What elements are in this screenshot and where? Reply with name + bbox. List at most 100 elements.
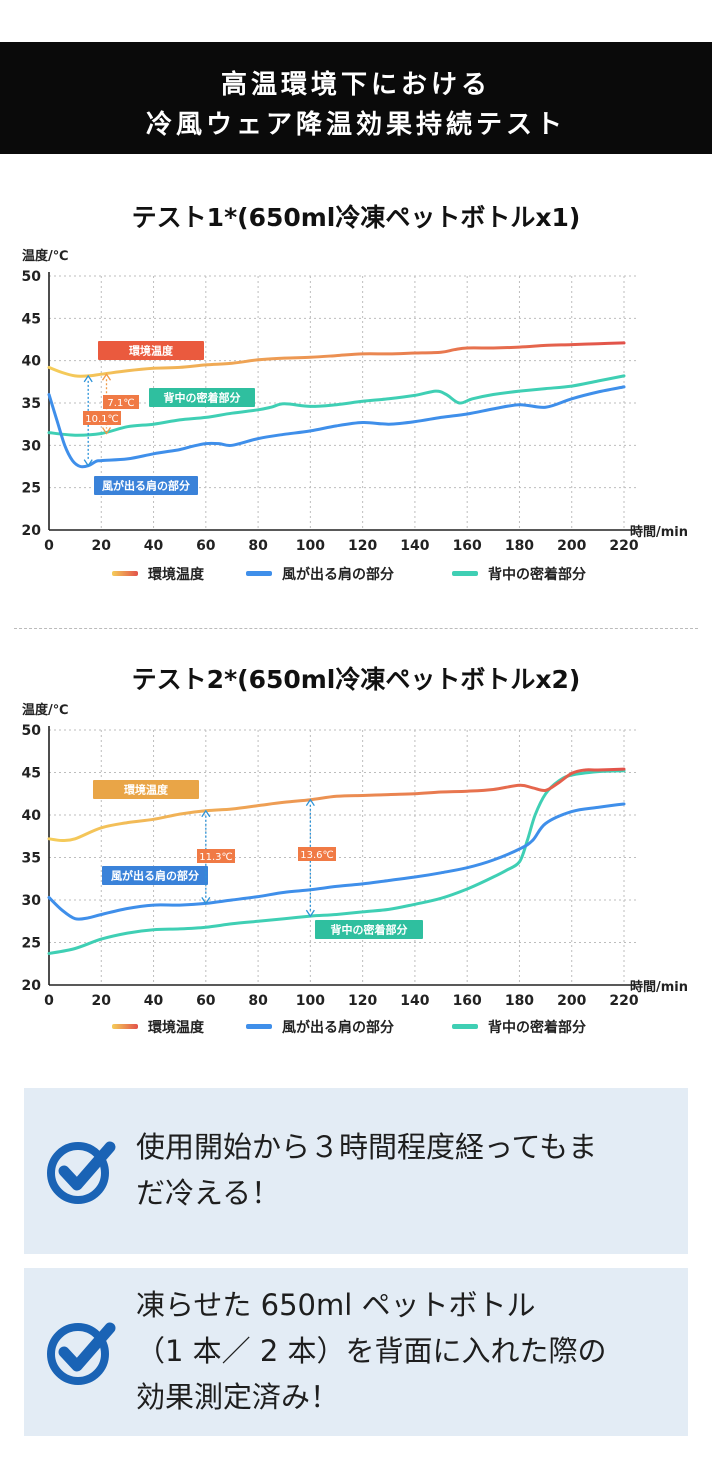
note-text-2: 凍らせた 650ml ペットボトル （1 本／ 2 本）を背面に入れた際の 効果… <box>136 1282 668 1420</box>
chart1-delta1-label-bg <box>103 395 139 409</box>
note-text-1-line1: 使用開始から３時間程度経ってもま <box>136 1130 598 1164</box>
chart2-y-axis-label: 温度/℃ <box>22 702 69 718</box>
note-text-2-line1: 凍らせた 650ml ペットボトル <box>136 1288 536 1322</box>
chart1-delta2-label: 10.1℃ <box>85 414 119 425</box>
chart1-delta1-arrow-head-down <box>101 427 112 435</box>
chart2-y-tick-label: 25 <box>22 936 41 952</box>
chart2-x-tick-label: 220 <box>609 993 638 1009</box>
header-banner: 高温環境下における 冷風ウェア降温効果持続テスト <box>0 42 712 154</box>
chart1-ambient-tag-bg <box>98 341 204 360</box>
chart2-x-tick-label: 0 <box>44 993 54 1009</box>
section-divider <box>14 628 698 629</box>
check-circle-icon <box>47 1322 116 1385</box>
chart2-y-tick-label: 50 <box>22 723 42 739</box>
chart2-delta2-label: 13.6℃ <box>300 850 334 861</box>
chart2-x-tick-label: 180 <box>505 993 534 1009</box>
chart1-title: テスト1*(650ml冷凍ペットボトルx1) <box>131 203 581 232</box>
chart1-y-tick-label: 50 <box>22 269 42 285</box>
note-text-2-line2: （1 本／ 2 本）を背面に入れた際の <box>136 1334 607 1368</box>
chart2-x-tick-label: 140 <box>400 993 429 1009</box>
note-text-2-line3: 効果測定済み！ <box>136 1380 340 1414</box>
header-title-line1: 高温環境下における <box>220 70 491 100</box>
chart2-x-tick-label: 20 <box>92 993 112 1009</box>
chart1-x-tick-label: 80 <box>248 538 268 554</box>
chart1-x-tick-label: 40 <box>144 538 164 554</box>
chart1-y-tick-label: 20 <box>22 523 42 539</box>
chart2-delta1-label: 11.3℃ <box>199 852 233 863</box>
chart1-legend-label-2: 背中の密着部分 <box>488 566 586 583</box>
chart1-legend-label-0: 環境温度 <box>148 566 205 583</box>
chart1-delta2-arrow-head-down <box>83 459 93 467</box>
chart1-legend-swatch-0 <box>112 571 138 576</box>
chart2-legend-label-1: 風が出る肩の部分 <box>282 1019 394 1036</box>
chart2-back-tag: 背中の密着部分 <box>331 923 408 937</box>
chart1-x-axis-label: 時間/min <box>630 524 688 540</box>
chart1-y-tick-label: 45 <box>22 311 41 327</box>
chart1-airflow-tag-bg <box>94 476 198 495</box>
chart2-airflow-tag: 風が出る肩の部分 <box>111 869 199 883</box>
chart1-x-tick-label: 180 <box>505 538 534 554</box>
chart2-series-0-line <box>47 767 626 843</box>
chart1-y-axis-label: 温度/℃ <box>22 248 69 264</box>
chart2-series-2-line <box>47 769 626 955</box>
chart1-y-tick-label: 25 <box>22 481 41 497</box>
chart2-delta1-arrow-head-up <box>201 809 211 818</box>
chart1-legend-swatch-2 <box>452 571 478 576</box>
chart2-y-tick-label: 45 <box>22 766 41 782</box>
chart2-x-tick-label: 100 <box>296 993 325 1009</box>
chart2-delta1-arrow-head-down <box>201 897 211 905</box>
chart2-x-tick-label: 160 <box>453 993 482 1009</box>
chart2-x-tick-label: 120 <box>348 993 377 1009</box>
chart1-x-tick-label: 140 <box>400 538 429 554</box>
chart1-airflow-tag: 風が出る肩の部分 <box>102 479 190 493</box>
chart2-legend-swatch-1 <box>246 1024 272 1029</box>
chart2-y-tick-label: 35 <box>22 851 41 867</box>
chart1-x-tick-label: 160 <box>453 538 482 554</box>
chart2-ambient-tag-bg <box>93 780 199 799</box>
chart2-x-axis-label: 時間/min <box>630 979 688 995</box>
chart1-y-tick-label: 40 <box>22 354 42 370</box>
chart1-x-tick-label: 20 <box>92 538 112 554</box>
note-box-2: 凍らせた 650ml ペットボトル （1 本／ 2 本）を背面に入れた際の 効果… <box>24 1268 688 1436</box>
chart2-y-tick-label: 20 <box>22 978 42 994</box>
chart1-ambient-tag: 環境温度 <box>129 344 174 358</box>
chart2-series-1-line <box>47 802 626 921</box>
chart1-legend-label-1: 風が出る肩の部分 <box>282 566 394 583</box>
chart2-delta2-arrow-head-up <box>305 798 315 807</box>
note-text-1: 使用開始から３時間程度経ってもま だ冷える！ <box>136 1124 668 1216</box>
chart1-x-tick-label: 220 <box>609 538 638 554</box>
chart1-y-tick-label: 35 <box>22 396 41 412</box>
chart1-series-2-line <box>47 374 626 437</box>
note-text-1-line2: だ冷える！ <box>136 1176 281 1210</box>
chart2-x-tick-label: 60 <box>196 993 216 1009</box>
chart2-back-tag-bg <box>315 920 423 939</box>
note-box-1: 使用開始から３時間程度経ってもま だ冷える！ <box>24 1088 688 1254</box>
check-circle-icon <box>47 1141 116 1204</box>
chart2-x-tick-label: 200 <box>557 993 586 1009</box>
chart2-airflow-tag-bg <box>102 866 208 885</box>
chart2-title: テスト2*(650ml冷凍ペットボトルx2) <box>131 665 581 694</box>
chart1-delta2-arrow-head-up <box>83 374 93 383</box>
chart1-series-0-line <box>47 341 626 378</box>
chart1-x-tick-label: 100 <box>296 538 325 554</box>
chart1-y-tick-label: 30 <box>22 438 42 454</box>
chart1-series-1-line <box>47 385 626 469</box>
chart2-y-tick-label: 30 <box>22 893 42 909</box>
chart1-x-tick-label: 120 <box>348 538 377 554</box>
chart1-back-tag: 背中の密着部分 <box>164 391 241 405</box>
chart1-x-tick-label: 200 <box>557 538 586 554</box>
chart1-delta1-arrow-head-up <box>101 373 112 381</box>
chart2-delta1-label-bg <box>197 849 235 863</box>
header-title-line2: 冷風ウェア降温効果持続テスト <box>145 110 566 140</box>
chart2-delta2-arrow-head-down <box>305 909 315 918</box>
chart1-x-tick-label: 60 <box>196 538 216 554</box>
chart2-delta2-label-bg <box>298 847 336 861</box>
chart2-legend-label-0: 環境温度 <box>148 1019 205 1036</box>
chart1-legend-swatch-1 <box>246 571 272 576</box>
chart2-y-tick-label: 40 <box>22 808 42 824</box>
chart2-legend-label-2: 背中の密着部分 <box>488 1019 586 1036</box>
chart1-delta1-label: 7.1℃ <box>107 398 134 409</box>
chart2-x-tick-label: 40 <box>144 993 164 1009</box>
